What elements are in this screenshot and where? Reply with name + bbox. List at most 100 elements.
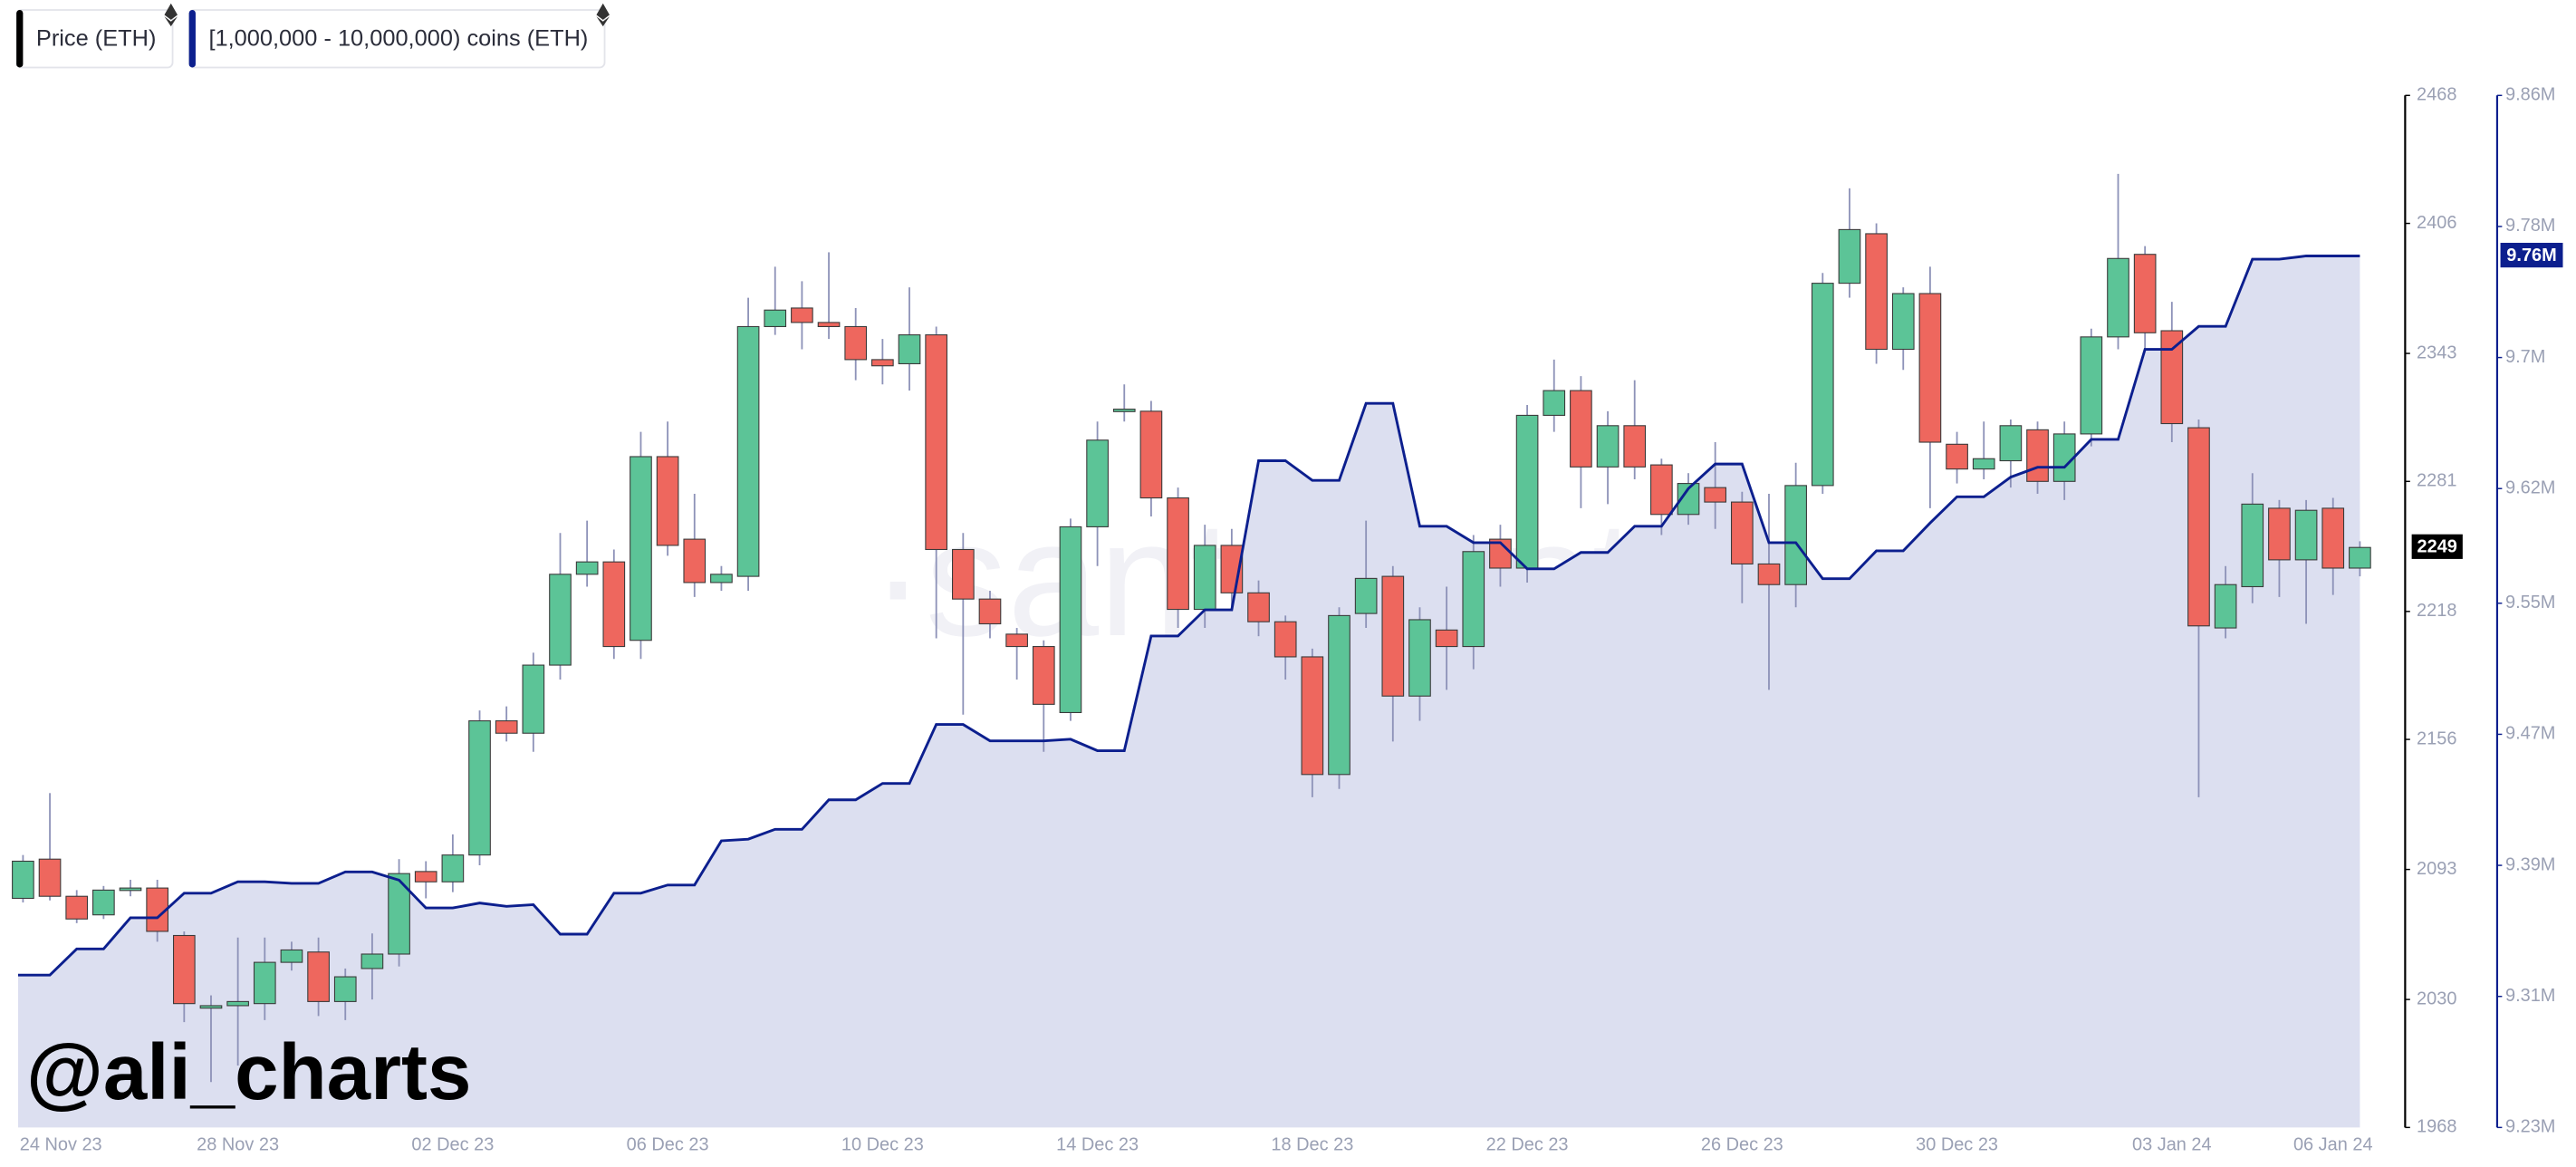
legend-label: Price (ETH): [36, 25, 157, 51]
candle-body: [65, 895, 89, 920]
candle-body: [92, 889, 115, 916]
candle-body: [1838, 228, 1861, 285]
candle-body: [1811, 283, 1834, 487]
candle-body: [2321, 507, 2345, 569]
x-tick-label: 02 Dec 23: [411, 1135, 494, 1155]
legend-item: Price (ETH): [15, 3, 178, 69]
holdings-line: [17, 255, 2360, 977]
candle-body: [1301, 656, 1324, 776]
x-tick-label: 30 Dec 23: [1916, 1135, 1998, 1155]
candle-body: [1247, 592, 1270, 622]
y2-tick-label: 9.47M: [2505, 724, 2555, 744]
candle-body: [1408, 619, 1431, 697]
y-tick-label: 2406: [2417, 213, 2456, 233]
candle-body: [871, 359, 894, 367]
legend-swatch: [16, 9, 24, 68]
y2-tick-label: 9.55M: [2505, 593, 2555, 612]
candle-body: [1381, 575, 1405, 697]
candle-body: [2214, 584, 2237, 629]
x-tick-label: 06 Jan 24: [2293, 1135, 2373, 1155]
candle-body: [1623, 425, 1647, 468]
legend-label: [1,000,000 - 10,000,000) coins (ETH): [208, 25, 588, 51]
candle-body: [1865, 233, 1888, 351]
candle-body: [1059, 526, 1082, 714]
candle-body: [388, 873, 410, 955]
candle-body: [2294, 509, 2318, 561]
legend-item: [1,000,000 - 10,000,000) coins (ETH): [187, 3, 610, 69]
candle-body: [1005, 633, 1028, 648]
x-tick-label: 22 Dec 23: [1486, 1135, 1569, 1155]
candle-body: [1650, 464, 1673, 516]
candle-body: [1972, 458, 1995, 470]
x-tick-label: 24 Nov 23: [20, 1135, 102, 1155]
candle-body: [764, 309, 787, 328]
x-tick-label: 10 Dec 23: [841, 1135, 924, 1155]
y-tick-label: 2343: [2417, 342, 2456, 362]
candle-body: [199, 1005, 223, 1009]
current-value-label: 9.76M: [2506, 246, 2556, 265]
candle-body: [226, 1000, 249, 1007]
candle-body: [1462, 551, 1485, 648]
y2-tick-label: 9.78M: [2505, 216, 2555, 236]
candle-body: [817, 322, 841, 328]
candle-body: [414, 871, 437, 882]
candle-body: [468, 720, 491, 856]
candle-body: [1730, 501, 1754, 564]
candle-body: [549, 574, 572, 666]
y2-tick-label: 9.39M: [2505, 854, 2555, 874]
candle-body: [307, 951, 330, 1002]
candle-body: [1999, 425, 2023, 462]
candle-body: [522, 664, 545, 734]
candle-body: [1918, 293, 1942, 443]
candle-body: [1946, 443, 1968, 470]
candle-body: [12, 860, 34, 900]
candle-body: [253, 961, 276, 1005]
x-tick-label: 28 Nov 23: [197, 1135, 279, 1155]
candle-body: [1274, 621, 1297, 658]
current-price-label: 2249: [2417, 536, 2457, 556]
candle-body: [898, 334, 921, 365]
candle-body: [1167, 497, 1189, 611]
candle-body: [1139, 410, 1163, 499]
x-tick-label: 14 Dec 23: [1056, 1135, 1139, 1155]
y2-tick-label: 9.62M: [2505, 477, 2555, 497]
x-tick-label: 03 Jan 24: [2132, 1135, 2212, 1155]
y-tick-label: 2468: [2417, 85, 2456, 105]
candle-body: [791, 307, 813, 323]
candle-body: [495, 720, 518, 734]
candle-body: [2268, 507, 2291, 561]
candle-body: [630, 456, 652, 641]
candle-body: [925, 334, 948, 551]
candle-body: [2133, 254, 2157, 333]
candle-body: [1032, 646, 1055, 705]
candle-body: [1543, 390, 1566, 416]
candle-body: [1704, 487, 1727, 503]
candle-body: [1328, 614, 1350, 776]
candle-body: [172, 934, 196, 1005]
candle-body: [1784, 485, 1807, 585]
y-tick-label: 2093: [2417, 859, 2456, 879]
candle-body: [2080, 336, 2103, 435]
candle-body: [1570, 390, 1592, 468]
legend-icon: [596, 3, 610, 27]
candle-body: [360, 953, 384, 969]
legend-swatch: [188, 9, 196, 68]
y-tick-label: 2218: [2417, 601, 2456, 621]
candle-body: [1354, 577, 1378, 614]
x-tick-label: 18 Dec 23: [1271, 1135, 1353, 1155]
candle-body: [602, 561, 626, 648]
x-tick-label: 06 Dec 23: [627, 1135, 709, 1155]
y-tick-label: 2281: [2417, 471, 2456, 491]
y-tick-label: 1968: [2417, 1117, 2456, 1137]
area-fill: [17, 256, 2360, 1128]
current-value-box: [2500, 242, 2563, 268]
candle-body: [683, 538, 706, 584]
candle-layer: [12, 173, 2371, 1083]
y-tick-label: 2156: [2417, 728, 2456, 748]
y2-tick-label: 9.23M: [2505, 1117, 2555, 1137]
candle-body: [978, 598, 1002, 625]
candle-body: [2241, 503, 2264, 588]
candle-body: [1596, 425, 1620, 468]
candle-body: [1112, 409, 1136, 412]
